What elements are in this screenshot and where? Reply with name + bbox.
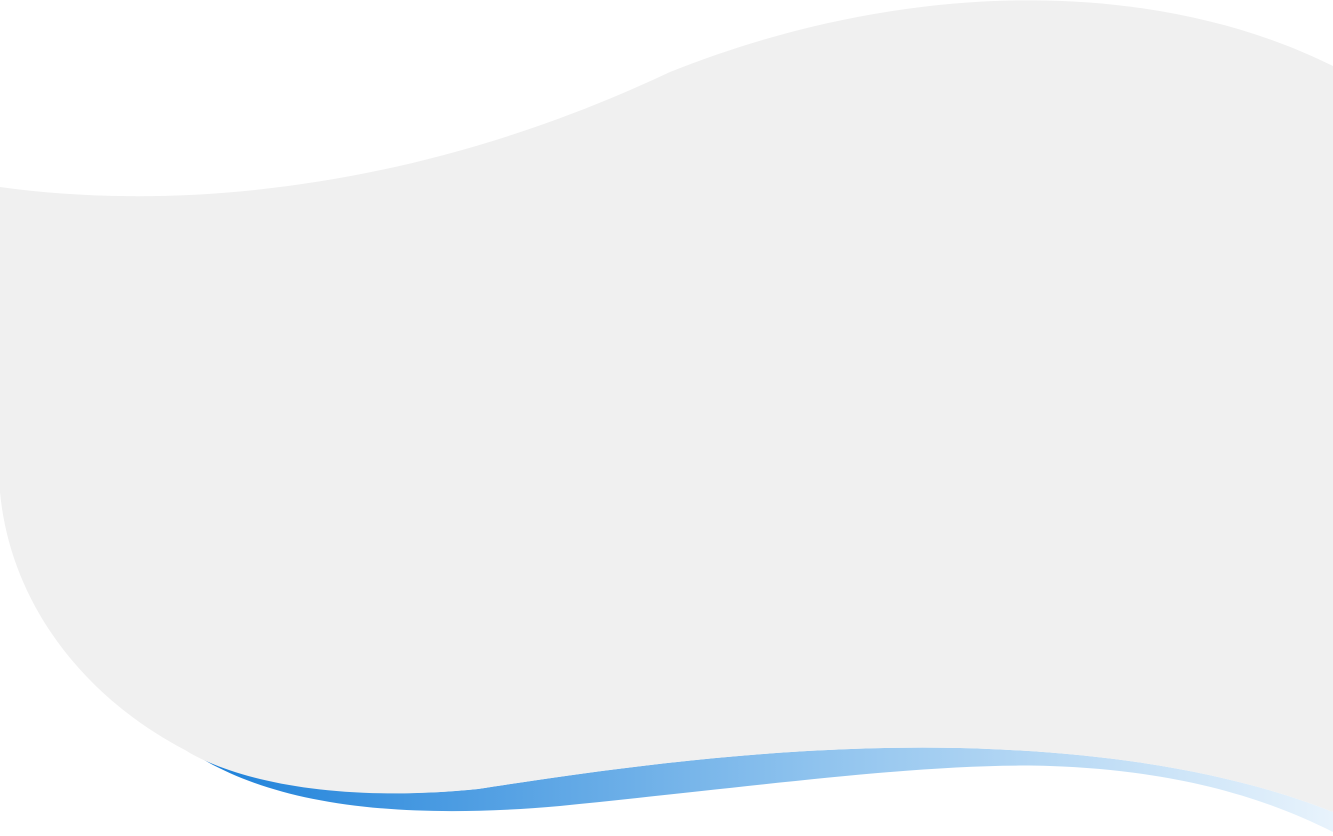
wave-accent-stripe bbox=[185, 747, 1333, 832]
wave-panel bbox=[0, 0, 1333, 812]
